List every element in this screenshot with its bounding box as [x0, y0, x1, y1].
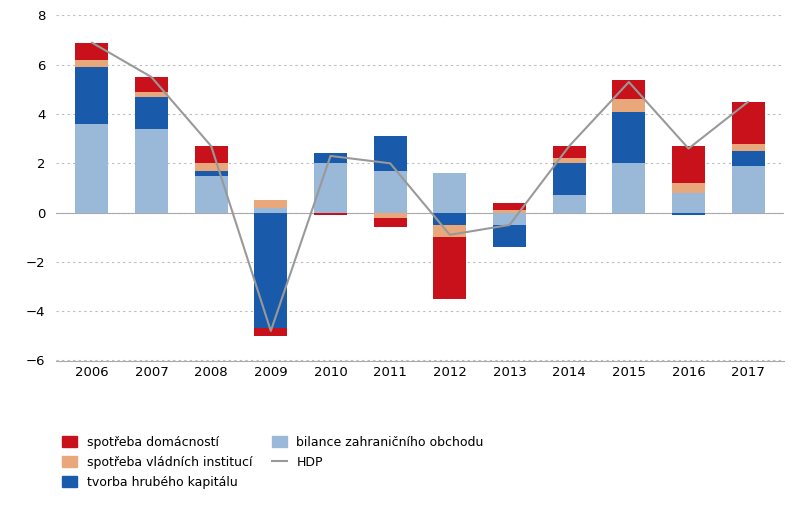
Bar [135, 129, 168, 213]
Bar [672, 193, 705, 213]
Bar [732, 151, 765, 166]
Bar [613, 99, 646, 112]
Bar [434, 213, 466, 225]
Bar [254, 213, 287, 329]
Bar [434, 173, 466, 213]
Bar [672, 213, 705, 215]
Bar [553, 195, 586, 213]
Bar [553, 159, 586, 163]
Bar [553, 163, 586, 195]
Bar [672, 146, 705, 183]
Bar [434, 237, 466, 299]
Bar [374, 213, 406, 217]
Bar [254, 329, 287, 336]
Bar [374, 217, 406, 228]
Bar [732, 102, 765, 144]
Bar [314, 153, 347, 163]
Bar [613, 112, 646, 163]
Bar [194, 163, 227, 171]
Bar [314, 163, 347, 213]
Bar [493, 210, 526, 213]
Bar [732, 144, 765, 151]
Bar [194, 176, 227, 213]
Bar [254, 208, 287, 213]
Bar [374, 136, 406, 171]
Legend: spotřeba domácností, spotřeba vládních institucí, tvorba hrubého kapitálu, bilan: spotřeba domácností, spotřeba vládních i… [62, 436, 484, 489]
Bar [135, 77, 168, 92]
Bar [75, 67, 108, 124]
Bar [613, 79, 646, 99]
Bar [135, 97, 168, 129]
Bar [493, 213, 526, 225]
Bar [732, 166, 765, 213]
Bar [254, 200, 287, 208]
Bar [434, 225, 466, 237]
Bar [75, 43, 108, 60]
Bar [135, 92, 168, 97]
Bar [493, 203, 526, 210]
Bar [75, 124, 108, 213]
Bar [194, 171, 227, 176]
Bar [553, 146, 586, 159]
Bar [374, 171, 406, 213]
Bar [613, 163, 646, 213]
Bar [194, 146, 227, 163]
Bar [672, 183, 705, 193]
Bar [75, 60, 108, 67]
Bar [314, 213, 347, 215]
Bar [493, 225, 526, 247]
